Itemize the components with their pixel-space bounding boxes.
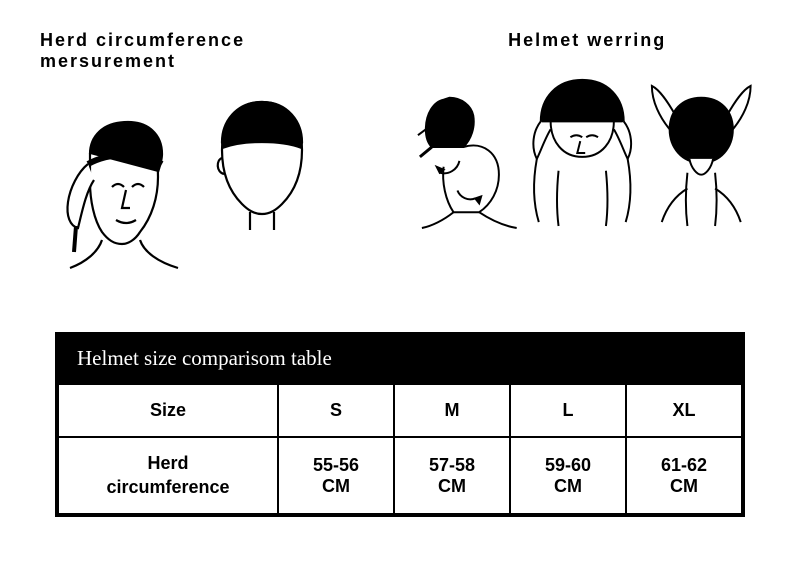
- table-row: Herdcircumference 55-56 CM 57-58 CM 59-6…: [58, 437, 742, 514]
- circumference-row-header: Herdcircumference: [58, 437, 278, 514]
- size-cell: L: [510, 384, 626, 437]
- wearing-illustrations: [414, 71, 760, 231]
- circumference-cell: 57-58 CM: [394, 437, 510, 514]
- wearing-title: Helmet werring: [414, 30, 760, 51]
- size-row-header: Size: [58, 384, 278, 437]
- size-comparison-table: Size S M L XL Herdcircumference 55-56 CM…: [57, 383, 743, 515]
- table-row: Size S M L XL: [58, 384, 742, 437]
- helmet-step1-icon: [414, 71, 523, 231]
- head-measure-front-icon: [40, 92, 200, 272]
- measurement-illustrations: [40, 92, 386, 272]
- top-illustration-section: Herd circumference mersurement: [0, 0, 800, 292]
- measurement-section: Herd circumference mersurement: [40, 30, 386, 272]
- helmet-step2-icon: [523, 71, 641, 231]
- measurement-title: Herd circumference mersurement: [40, 30, 386, 72]
- head-measure-back-icon: [210, 92, 315, 232]
- size-cell: S: [278, 384, 394, 437]
- circumference-cell: 59-60 CM: [510, 437, 626, 514]
- size-table: Helmet size comparisom table Size S M L …: [55, 332, 745, 517]
- circumference-cell: 61-62 CM: [626, 437, 742, 514]
- circumference-cell: 55-56 CM: [278, 437, 394, 514]
- helmet-step3-icon: [642, 71, 760, 231]
- size-cell: XL: [626, 384, 742, 437]
- wearing-section: Helmet werring: [414, 30, 760, 272]
- table-title: Helmet size comparisom table: [57, 334, 743, 383]
- size-cell: M: [394, 384, 510, 437]
